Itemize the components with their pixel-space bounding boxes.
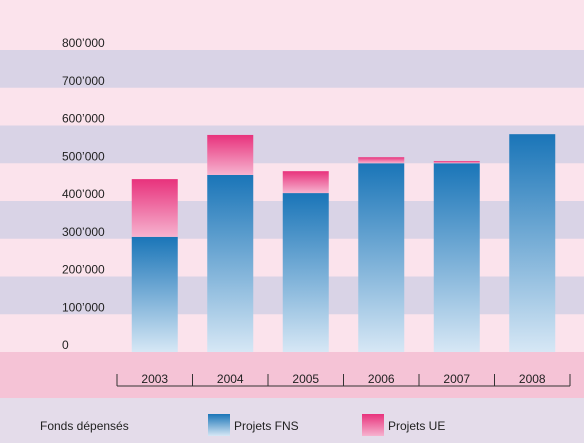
bar xyxy=(131,236,178,352)
legend-band xyxy=(0,398,584,443)
bar xyxy=(509,134,556,352)
legend-label: Projets UE xyxy=(388,419,445,433)
bar xyxy=(282,171,329,194)
bar xyxy=(131,179,178,237)
grid-band xyxy=(0,87,584,126)
bar xyxy=(358,163,405,352)
y-tick-label: 800’000 xyxy=(62,36,105,50)
y-tick-label: 200’000 xyxy=(62,263,105,277)
bar xyxy=(282,193,329,352)
bar xyxy=(207,174,254,352)
y-tick-label: 600’000 xyxy=(62,112,105,126)
y-tick-label: 0 xyxy=(62,338,69,352)
x-tick-label: 2007 xyxy=(443,372,470,386)
bar xyxy=(207,134,254,175)
axis-band xyxy=(0,352,584,398)
y-tick-label: 400’000 xyxy=(62,187,105,201)
grid-band xyxy=(0,125,584,164)
x-tick-label: 2005 xyxy=(292,372,319,386)
legend-label: Projets FNS xyxy=(234,419,299,433)
bar xyxy=(433,160,480,164)
y-tick-label: 500’000 xyxy=(62,149,105,163)
x-tick-label: 2008 xyxy=(519,372,546,386)
legend-swatch xyxy=(362,414,384,436)
x-tick-label: 2006 xyxy=(368,372,395,386)
y-tick-label: 700’000 xyxy=(62,74,105,88)
bar xyxy=(433,163,480,352)
bar xyxy=(358,157,405,164)
x-tick-label: 2004 xyxy=(217,372,244,386)
legend-swatch xyxy=(208,414,230,436)
x-tick-label: 2003 xyxy=(141,372,168,386)
grid-band xyxy=(0,50,584,88)
y-tick-label: 100’000 xyxy=(62,300,105,314)
y-tick-label: 300’000 xyxy=(62,225,105,239)
legend-title: Fonds dépensés xyxy=(40,419,129,433)
